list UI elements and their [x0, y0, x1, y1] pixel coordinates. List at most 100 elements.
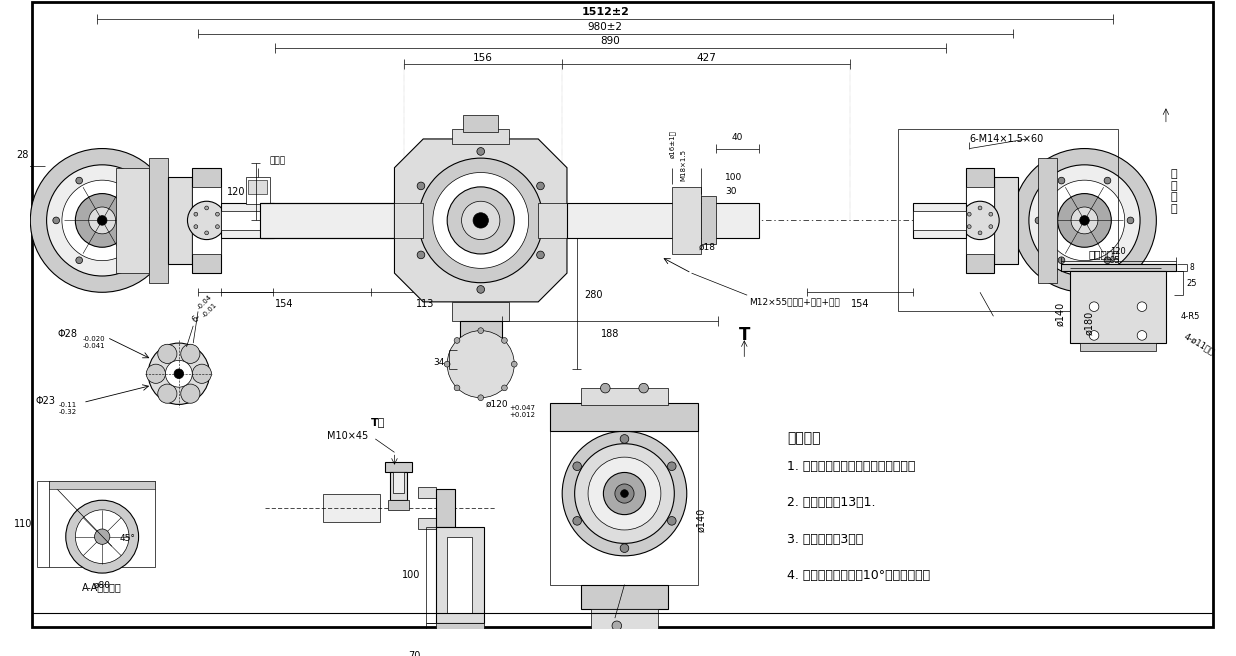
Bar — [116, 168, 150, 273]
Circle shape — [620, 490, 628, 497]
Circle shape — [417, 182, 425, 190]
Circle shape — [588, 457, 661, 530]
Bar — [168, 177, 193, 264]
Bar — [1070, 271, 1166, 343]
Text: 6-: 6- — [190, 312, 203, 324]
Circle shape — [53, 217, 59, 224]
Circle shape — [1058, 177, 1065, 184]
Bar — [49, 481, 154, 567]
Circle shape — [166, 360, 193, 387]
Text: 4. 电机后置右侧上翘10°，板簧下置。: 4. 电机后置右侧上翘10°，板簧下置。 — [787, 569, 931, 583]
Circle shape — [94, 529, 110, 544]
Bar — [1080, 343, 1157, 351]
Bar — [466, 350, 496, 369]
Circle shape — [1089, 302, 1099, 312]
Circle shape — [989, 225, 993, 228]
Circle shape — [1028, 165, 1140, 276]
Text: 4-ø11通孔: 4-ø11通孔 — [1183, 331, 1216, 356]
Polygon shape — [394, 139, 567, 302]
Text: 120: 120 — [1110, 247, 1126, 256]
Text: -0.01: -0.01 — [200, 301, 218, 318]
Circle shape — [667, 516, 676, 525]
Text: 1. 整桥装配后必须进行气密性检验。: 1. 整桥装配后必须进行气密性检验。 — [787, 460, 916, 473]
Circle shape — [158, 344, 177, 363]
Circle shape — [188, 201, 226, 239]
Circle shape — [174, 369, 184, 379]
Circle shape — [75, 177, 83, 184]
Text: +0.047: +0.047 — [509, 405, 535, 411]
Circle shape — [447, 187, 514, 254]
Text: ø80: ø80 — [94, 581, 111, 590]
Circle shape — [968, 225, 971, 228]
Circle shape — [1104, 177, 1111, 184]
Circle shape — [417, 251, 425, 258]
Circle shape — [620, 544, 629, 552]
Bar — [701, 196, 716, 245]
Text: 电机固定板: 电机固定板 — [1088, 249, 1120, 259]
Circle shape — [122, 257, 129, 264]
Circle shape — [205, 231, 209, 235]
Text: -0.041: -0.041 — [83, 343, 105, 349]
Bar — [897, 129, 1119, 312]
Text: A-A旋转视图: A-A旋转视图 — [83, 583, 122, 592]
Bar — [435, 527, 483, 623]
Text: +0.012: +0.012 — [509, 412, 535, 418]
Circle shape — [478, 328, 483, 333]
Circle shape — [31, 148, 174, 293]
Bar — [460, 321, 502, 350]
Circle shape — [512, 361, 517, 367]
Circle shape — [1137, 331, 1147, 340]
Circle shape — [1137, 302, 1147, 312]
Bar — [965, 187, 995, 254]
Text: M12×55外六角+平垫+弹垫: M12×55外六角+平垫+弹垫 — [749, 297, 839, 306]
Circle shape — [477, 148, 485, 155]
Text: 120: 120 — [227, 187, 246, 197]
Text: 40: 40 — [732, 133, 743, 142]
Circle shape — [562, 431, 687, 556]
Text: 154: 154 — [276, 299, 293, 309]
Bar — [538, 203, 567, 237]
Bar — [323, 493, 381, 522]
Bar — [435, 489, 455, 527]
Circle shape — [603, 472, 645, 514]
Circle shape — [62, 180, 142, 260]
Text: -0.32: -0.32 — [59, 409, 77, 415]
Circle shape — [194, 213, 198, 216]
Bar — [221, 211, 273, 230]
Circle shape — [1089, 331, 1099, 340]
Text: 排气口: 排气口 — [269, 157, 286, 165]
Bar — [384, 462, 412, 472]
Bar — [419, 487, 435, 499]
Circle shape — [180, 384, 200, 403]
Text: 前
进
方
向: 前 进 方 向 — [1170, 169, 1177, 214]
Text: ø140: ø140 — [696, 508, 706, 532]
Text: 8: 8 — [1190, 263, 1195, 272]
Text: 110: 110 — [14, 519, 32, 529]
Circle shape — [978, 206, 981, 210]
Text: 28: 28 — [16, 150, 28, 160]
Bar — [965, 168, 995, 273]
Bar — [150, 158, 168, 283]
Text: M18×1.5: M18×1.5 — [681, 149, 687, 181]
Text: 427: 427 — [696, 52, 716, 62]
Circle shape — [1104, 257, 1111, 264]
Circle shape — [75, 510, 129, 564]
Bar — [246, 177, 269, 204]
Text: ø16±1锥: ø16±1锥 — [669, 131, 676, 158]
Circle shape — [454, 385, 460, 391]
Text: 45°: 45° — [120, 534, 135, 543]
Bar — [389, 472, 407, 501]
Text: 30: 30 — [726, 187, 737, 196]
Circle shape — [145, 217, 152, 224]
Circle shape — [75, 257, 83, 264]
Text: -0.11: -0.11 — [59, 402, 78, 409]
Circle shape — [601, 383, 611, 393]
Text: 188: 188 — [601, 329, 619, 338]
Circle shape — [215, 213, 219, 216]
Circle shape — [158, 384, 177, 403]
Circle shape — [536, 251, 544, 258]
Bar — [447, 537, 472, 613]
Text: 3. 桥荷不大于3吨。: 3. 桥荷不大于3吨。 — [787, 533, 864, 546]
Circle shape — [447, 331, 514, 398]
Text: 100: 100 — [726, 173, 743, 182]
